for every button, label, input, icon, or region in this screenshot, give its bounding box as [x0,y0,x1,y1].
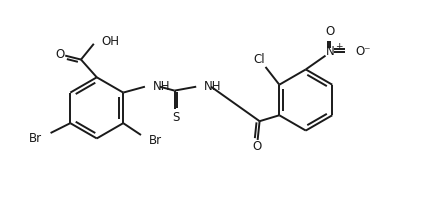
Text: O: O [56,48,65,61]
Text: S: S [172,111,179,124]
Text: Cl: Cl [254,52,265,66]
Text: Br: Br [29,132,42,146]
Text: Br: Br [149,134,162,147]
Text: N: N [326,45,335,58]
Text: O: O [326,26,335,38]
Text: NH: NH [204,80,221,93]
Text: +: + [335,42,343,51]
Text: NH: NH [153,80,170,93]
Text: O: O [252,140,261,153]
Text: O⁻: O⁻ [355,45,370,58]
Text: OH: OH [102,35,120,48]
